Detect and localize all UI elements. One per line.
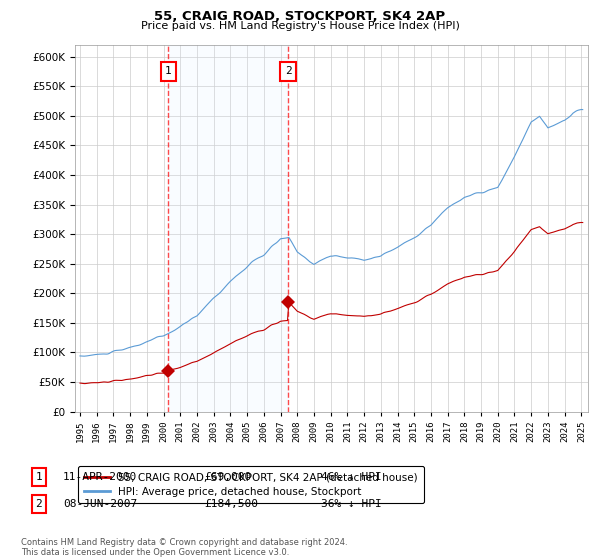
Text: Price paid vs. HM Land Registry's House Price Index (HPI): Price paid vs. HM Land Registry's House … (140, 21, 460, 31)
Text: 36% ↓ HPI: 36% ↓ HPI (321, 499, 382, 509)
Text: 11-APR-2000: 11-APR-2000 (63, 472, 137, 482)
Text: 2: 2 (35, 499, 43, 509)
Text: £184,500: £184,500 (204, 499, 258, 509)
Text: £69,000: £69,000 (204, 472, 251, 482)
Text: 55, CRAIG ROAD, STOCKPORT, SK4 2AP: 55, CRAIG ROAD, STOCKPORT, SK4 2AP (154, 10, 446, 23)
Legend: 55, CRAIG ROAD, STOCKPORT, SK4 2AP (detached house), HPI: Average price, detache: 55, CRAIG ROAD, STOCKPORT, SK4 2AP (deta… (77, 466, 424, 503)
Text: 08-JUN-2007: 08-JUN-2007 (63, 499, 137, 509)
Text: 2: 2 (285, 67, 292, 76)
Text: 46% ↓ HPI: 46% ↓ HPI (321, 472, 382, 482)
Text: 1: 1 (165, 67, 172, 76)
Bar (169, 45, 288, 412)
Text: 1: 1 (35, 472, 43, 482)
Text: Contains HM Land Registry data © Crown copyright and database right 2024.
This d: Contains HM Land Registry data © Crown c… (21, 538, 347, 557)
